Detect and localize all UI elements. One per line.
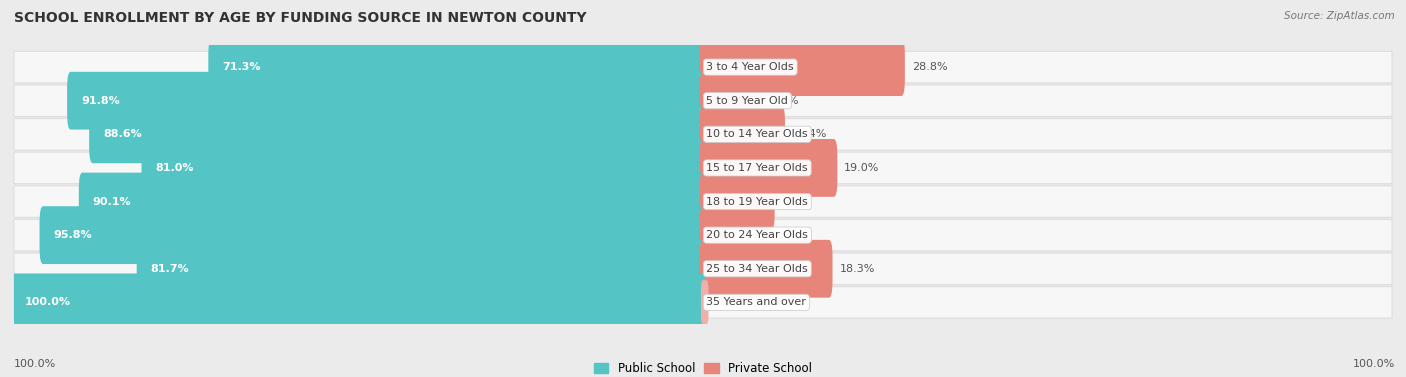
Text: 18 to 19 Year Olds: 18 to 19 Year Olds xyxy=(706,196,808,207)
FancyBboxPatch shape xyxy=(14,85,1392,116)
Text: 20 to 24 Year Olds: 20 to 24 Year Olds xyxy=(706,230,808,240)
Text: 3 to 4 Year Olds: 3 to 4 Year Olds xyxy=(706,62,794,72)
Text: 100.0%: 100.0% xyxy=(14,359,56,369)
FancyBboxPatch shape xyxy=(11,273,706,331)
Text: 28.8%: 28.8% xyxy=(911,62,948,72)
Text: 91.8%: 91.8% xyxy=(82,96,120,106)
Text: 10 to 14 Year Olds: 10 to 14 Year Olds xyxy=(706,129,808,139)
FancyBboxPatch shape xyxy=(14,287,1392,318)
Text: 0.0%: 0.0% xyxy=(713,297,741,307)
FancyBboxPatch shape xyxy=(142,139,706,197)
Text: 9.9%: 9.9% xyxy=(782,196,810,207)
FancyBboxPatch shape xyxy=(14,186,1392,217)
Text: 8.2%: 8.2% xyxy=(770,96,799,106)
Text: 35 Years and over: 35 Years and over xyxy=(706,297,806,307)
FancyBboxPatch shape xyxy=(700,206,735,264)
FancyBboxPatch shape xyxy=(208,38,706,96)
FancyBboxPatch shape xyxy=(700,72,763,130)
Text: 4.2%: 4.2% xyxy=(742,230,770,240)
Text: 100.0%: 100.0% xyxy=(1353,359,1395,369)
FancyBboxPatch shape xyxy=(89,106,706,163)
Text: 90.1%: 90.1% xyxy=(93,196,131,207)
Text: 25 to 34 Year Olds: 25 to 34 Year Olds xyxy=(706,264,808,274)
FancyBboxPatch shape xyxy=(136,240,706,298)
FancyBboxPatch shape xyxy=(700,139,838,197)
FancyBboxPatch shape xyxy=(67,72,706,130)
Text: 15 to 17 Year Olds: 15 to 17 Year Olds xyxy=(706,163,808,173)
Text: 71.3%: 71.3% xyxy=(222,62,260,72)
Text: 11.4%: 11.4% xyxy=(792,129,827,139)
Text: 19.0%: 19.0% xyxy=(844,163,880,173)
FancyBboxPatch shape xyxy=(39,206,706,264)
FancyBboxPatch shape xyxy=(14,51,1392,83)
Text: 100.0%: 100.0% xyxy=(24,297,70,307)
FancyBboxPatch shape xyxy=(14,152,1392,184)
Text: 81.7%: 81.7% xyxy=(150,264,188,274)
FancyBboxPatch shape xyxy=(14,253,1392,285)
Text: 88.6%: 88.6% xyxy=(103,129,142,139)
FancyBboxPatch shape xyxy=(700,38,905,96)
FancyBboxPatch shape xyxy=(700,173,775,230)
FancyBboxPatch shape xyxy=(700,106,785,163)
FancyBboxPatch shape xyxy=(79,173,706,230)
Text: 5 to 9 Year Old: 5 to 9 Year Old xyxy=(706,96,789,106)
Text: 81.0%: 81.0% xyxy=(155,163,194,173)
Text: SCHOOL ENROLLMENT BY AGE BY FUNDING SOURCE IN NEWTON COUNTY: SCHOOL ENROLLMENT BY AGE BY FUNDING SOUR… xyxy=(14,11,586,25)
FancyBboxPatch shape xyxy=(14,219,1392,251)
Legend: Public School, Private School: Public School, Private School xyxy=(589,357,817,377)
FancyBboxPatch shape xyxy=(700,240,832,298)
FancyBboxPatch shape xyxy=(14,118,1392,150)
Text: 95.8%: 95.8% xyxy=(53,230,91,240)
Text: Source: ZipAtlas.com: Source: ZipAtlas.com xyxy=(1284,11,1395,21)
FancyBboxPatch shape xyxy=(702,280,709,325)
Text: 18.3%: 18.3% xyxy=(839,264,875,274)
